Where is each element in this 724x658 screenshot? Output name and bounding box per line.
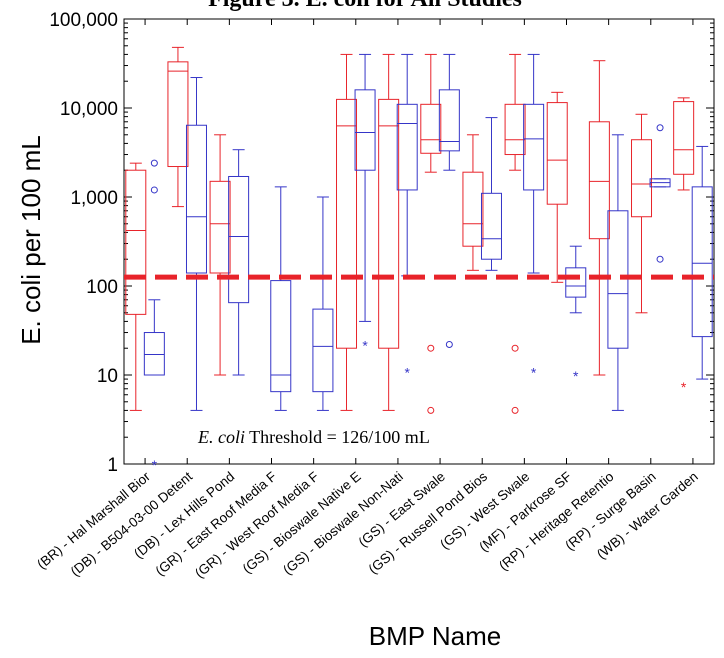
effluent-box-11	[607, 134, 629, 411]
box-iqr	[546, 102, 568, 205]
influent-box-8	[462, 134, 484, 271]
effluent-box-6: *	[396, 53, 418, 380]
effluent-box-9: *	[523, 53, 545, 380]
influent-box-7	[420, 53, 442, 414]
box-iqr	[143, 332, 165, 376]
y-tick-label: 10	[97, 366, 118, 387]
y-tick-label: 100,000	[49, 10, 118, 31]
influent-box-11	[588, 60, 610, 376]
outlier-circle	[656, 124, 664, 132]
outlier-circle	[511, 344, 519, 352]
box-iqr	[228, 175, 250, 304]
outlier-star: *	[152, 457, 158, 473]
influent-box-6	[378, 53, 400, 411]
threshold-annotation-italic: E. coli	[197, 427, 245, 447]
box-iqr	[396, 103, 418, 191]
y-axis-label: E. coli per 100 mL	[16, 135, 46, 345]
effluent-box-2	[228, 149, 250, 376]
box-iqr	[185, 124, 207, 274]
box-iqr	[167, 61, 189, 168]
threshold-annotation-text: Threshold = 126/100 mL	[245, 427, 430, 447]
outlier-star: *	[681, 379, 687, 395]
chart-title: Figure 3. E. coli for All Studies	[208, 0, 522, 12]
effluent-box-10: *	[565, 245, 587, 384]
threshold-annotation: E. coli Threshold = 126/100 mL	[197, 427, 430, 447]
outlier-circle	[427, 406, 435, 414]
box-iqr	[480, 192, 502, 260]
box-iqr	[354, 89, 376, 171]
box-iqr	[691, 186, 713, 338]
box-iqr	[420, 103, 442, 154]
influent-box-5	[336, 53, 358, 411]
influent-box-12	[631, 113, 653, 314]
effluent-box-4	[312, 196, 334, 411]
y-tick-label: 100	[86, 277, 118, 298]
box-iqr	[312, 308, 334, 393]
effluent-box-8	[480, 117, 502, 271]
box-iqr	[270, 280, 292, 393]
influent-box-1	[167, 46, 189, 208]
effluent-box-13	[691, 145, 713, 380]
effluent-box-12	[649, 124, 671, 263]
outlier-star: *	[404, 364, 410, 380]
box-iqr	[125, 169, 147, 315]
outlier-circle	[511, 406, 519, 414]
box-iqr	[523, 103, 545, 191]
plot-frame	[123, 18, 715, 465]
box-iqr	[378, 98, 400, 349]
effluent-box-5: *	[354, 53, 376, 354]
influent-box-10	[546, 91, 568, 283]
outlier-circle	[150, 159, 158, 167]
effluent-box-0: *	[143, 159, 165, 473]
box-iqr	[504, 103, 526, 156]
effluent-box-1	[185, 77, 207, 411]
y-tick-label: 1,000	[70, 188, 118, 209]
outlier-star: *	[362, 338, 368, 354]
influent-box-2	[209, 134, 231, 376]
box-iqr	[438, 89, 460, 152]
box-iqr	[565, 267, 587, 298]
outlier-circle	[150, 186, 158, 194]
effluent-box-7	[438, 53, 460, 349]
box-iqr	[209, 180, 231, 274]
outlier-circle	[656, 255, 664, 263]
x-axis-label: BMP Name	[369, 621, 501, 651]
outlier-circle	[427, 344, 435, 352]
box-iqr	[588, 121, 610, 240]
box-iqr	[462, 171, 484, 247]
effluent-box-3	[270, 186, 292, 411]
y-tick-label: 1	[107, 455, 118, 476]
box-iqr	[631, 139, 653, 218]
box-iqr	[336, 98, 358, 349]
box-iqr	[673, 101, 695, 175]
y-tick-label: 10,000	[60, 99, 118, 120]
outlier-circle	[445, 341, 453, 349]
influent-box-13: *	[673, 97, 695, 395]
outlier-star: *	[531, 364, 537, 380]
influent-box-9	[504, 53, 526, 414]
outlier-star: *	[573, 368, 579, 384]
influent-box-0	[125, 162, 147, 411]
